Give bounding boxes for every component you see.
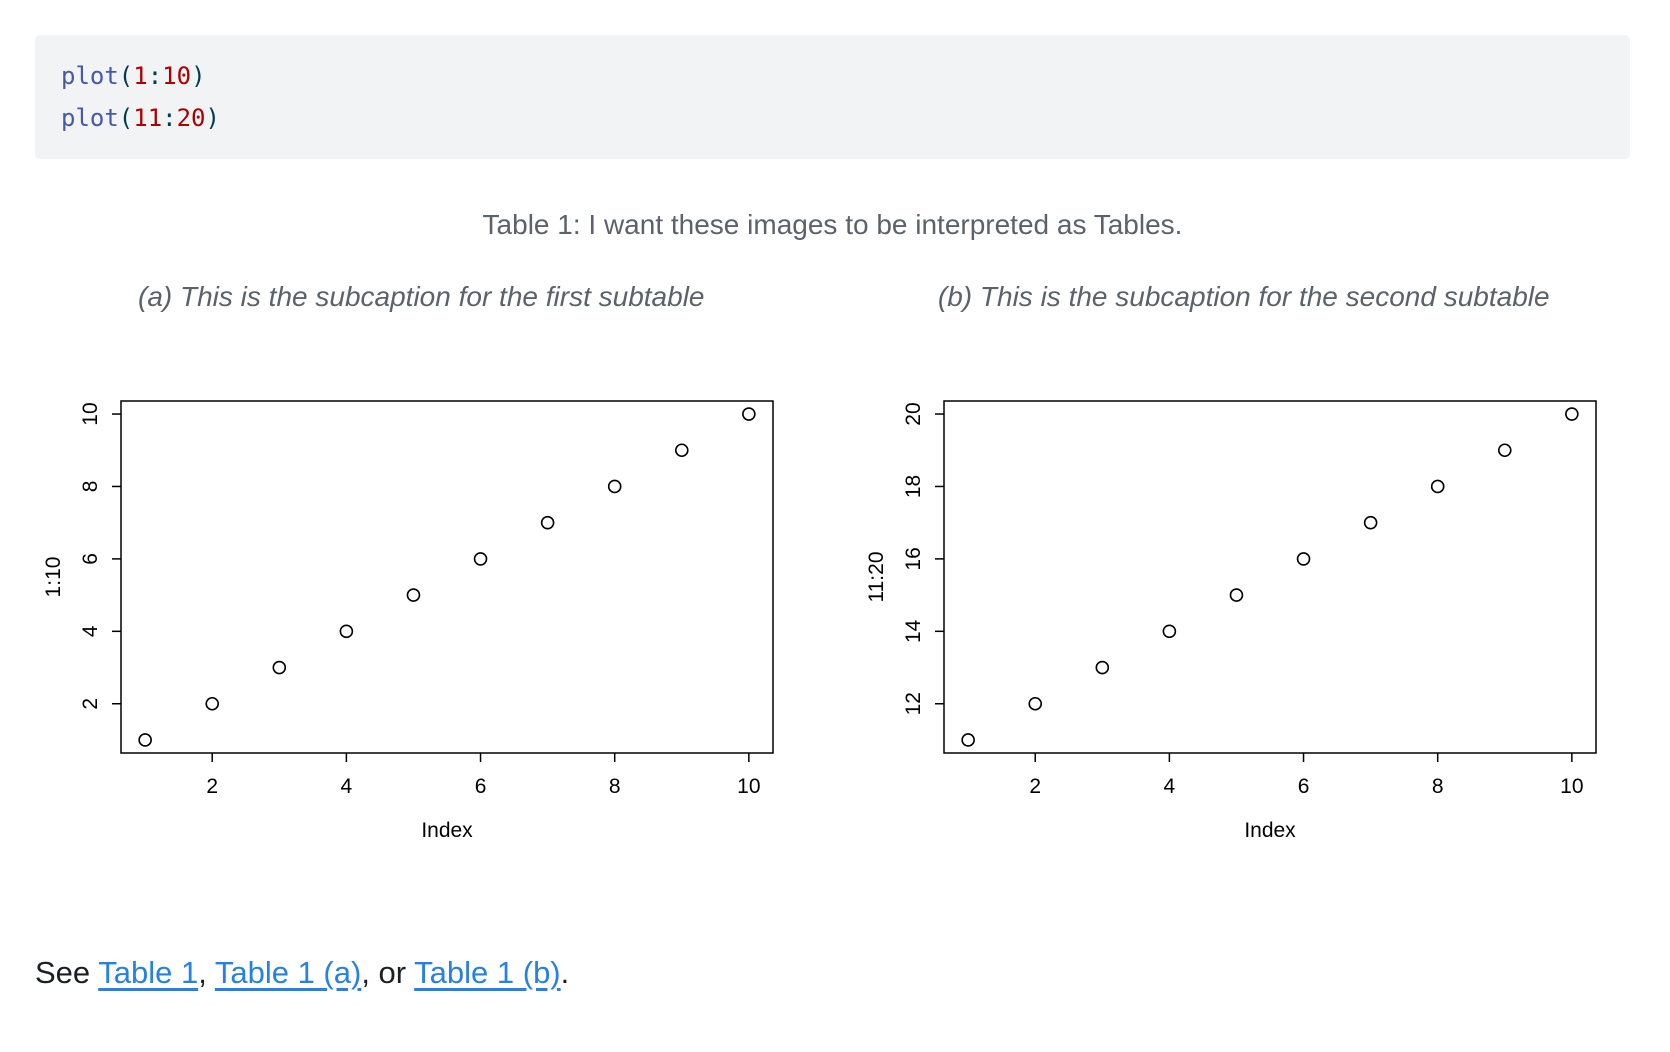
code-line: plot(1:10) bbox=[61, 55, 1604, 97]
plot-b-container: 2 4 6 8 10 12 14 16 18 20 Index 11:20 bbox=[858, 371, 1631, 901]
data-point bbox=[541, 515, 555, 530]
y-axis-title: 11:20 bbox=[865, 552, 888, 603]
subtable-b: (b) This is the subcaption for the secon… bbox=[858, 281, 1631, 901]
data-point bbox=[1028, 696, 1042, 711]
data-point bbox=[205, 696, 220, 711]
y-axis-title: 1:10 bbox=[42, 557, 65, 598]
crossref-text: , or bbox=[361, 955, 415, 990]
crossref-link-table-1-a[interactable]: Table 1 (a) bbox=[214, 955, 362, 990]
x-tick-label: 6 bbox=[475, 775, 487, 798]
code-token-number: 20 bbox=[176, 104, 206, 132]
data-point bbox=[1430, 479, 1445, 494]
code-token-function: plot bbox=[61, 104, 119, 132]
y-tick-label: 10 bbox=[79, 402, 102, 425]
data-point bbox=[742, 407, 756, 421]
crossref-text: See bbox=[35, 955, 99, 990]
code-token-paren: ( bbox=[118, 104, 134, 132]
data-point bbox=[1564, 407, 1579, 421]
cross-reference-paragraph: See Table 1, Table 1 (a), or Table 1 (b)… bbox=[35, 955, 1632, 991]
x-tick-label: 4 bbox=[1163, 775, 1175, 798]
scatter-plot-a: 2 4 6 8 10 2 4 6 8 10 Index 1:10 bbox=[42, 400, 774, 842]
data-point bbox=[272, 660, 287, 675]
x-tick-label: 10 bbox=[1560, 775, 1583, 798]
plot-frame bbox=[943, 400, 1597, 754]
crossref-link-table-1[interactable]: Table 1 bbox=[98, 955, 199, 990]
code-line: plot(11:20) bbox=[61, 97, 1604, 139]
y-tick-label: 2 bbox=[79, 698, 102, 710]
data-point bbox=[473, 552, 488, 566]
code-token-paren: : bbox=[147, 62, 163, 90]
data-point bbox=[675, 443, 689, 458]
subtables-row: (a) This is the subcaption for the first… bbox=[35, 281, 1630, 901]
x-tick-label: 6 bbox=[1297, 775, 1309, 798]
x-axis-title: Index bbox=[422, 819, 474, 842]
code-token-function: plot bbox=[61, 62, 119, 90]
data-point bbox=[961, 733, 975, 747]
data-point bbox=[406, 588, 421, 602]
x-tick-label: 2 bbox=[1029, 775, 1041, 798]
plot-a-container: 2 4 6 8 10 2 4 6 8 10 Index 1:10 bbox=[35, 371, 808, 901]
y-tick-label: 16 bbox=[902, 547, 925, 570]
subtable-a: (a) This is the subcaption for the first… bbox=[35, 281, 808, 901]
data-point bbox=[1162, 624, 1176, 639]
code-token-paren: ) bbox=[191, 62, 206, 90]
y-tick-label: 20 bbox=[902, 402, 925, 425]
x-tick-label: 4 bbox=[341, 775, 353, 798]
subtable-a-caption: (a) This is the subcaption for the first… bbox=[138, 281, 705, 312]
y-tick-label: 14 bbox=[902, 619, 925, 643]
quarto-document: plot(1:10) plot(11:20) Table 1: I want th… bbox=[35, 35, 1632, 991]
plot-frame bbox=[120, 400, 774, 754]
x-tick-label: 2 bbox=[207, 775, 219, 798]
data-point bbox=[1363, 515, 1378, 530]
table-caption: Table 1: I want these images to be inter… bbox=[482, 209, 1183, 240]
y-tick-label: 6 bbox=[79, 553, 102, 565]
y-tick-label: 18 bbox=[902, 475, 925, 498]
data-point bbox=[1229, 588, 1244, 602]
x-tick-label: 8 bbox=[1432, 775, 1444, 798]
code-token-paren: : bbox=[162, 104, 177, 132]
y-tick-label: 8 bbox=[79, 481, 102, 493]
x-tick-label: 10 bbox=[737, 775, 760, 798]
scatter-plot-b: 2 4 6 8 10 12 14 16 18 20 Index 11:20 bbox=[865, 400, 1597, 842]
crossref-text: , bbox=[198, 955, 215, 990]
x-axis-title: Index bbox=[1244, 819, 1296, 842]
crossref-text: . bbox=[560, 955, 570, 990]
code-block: plot(1:10) plot(11:20) bbox=[35, 35, 1630, 159]
code-token-paren: ( bbox=[118, 62, 134, 90]
subtable-b-caption: (b) This is the subcaption for the secon… bbox=[937, 281, 1550, 312]
code-token-number: 1 bbox=[133, 62, 148, 90]
data-point bbox=[1296, 552, 1311, 566]
code-token-number: 11 bbox=[133, 104, 163, 132]
data-point bbox=[608, 479, 622, 494]
code-token-number: 10 bbox=[162, 62, 192, 90]
data-point bbox=[1095, 660, 1109, 675]
crossref-link-table-1-b[interactable]: Table 1 (b) bbox=[414, 955, 561, 990]
y-tick-label: 4 bbox=[79, 625, 102, 637]
data-point bbox=[1497, 443, 1512, 458]
data-point bbox=[339, 624, 354, 639]
data-point bbox=[138, 733, 153, 747]
r-source-code: plot(1:10) plot(11:20) bbox=[61, 55, 1604, 139]
code-token-paren: ) bbox=[205, 104, 220, 132]
y-tick-label: 12 bbox=[902, 692, 925, 715]
x-tick-label: 8 bbox=[609, 775, 621, 798]
